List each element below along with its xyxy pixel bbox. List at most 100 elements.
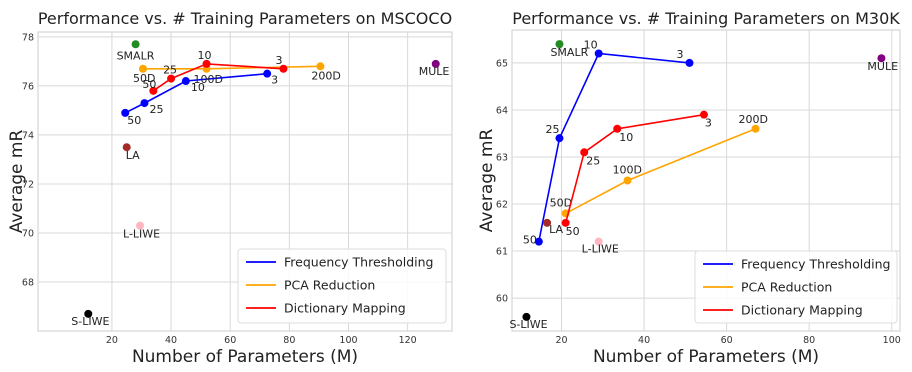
x-tick-label: 80: [283, 335, 295, 346]
data-label: 50D: [133, 72, 155, 85]
data-point: [613, 124, 622, 133]
x-tick-label: 20: [106, 335, 118, 346]
y-tick-label: 62: [496, 200, 508, 211]
baseline-label: MULE: [867, 60, 898, 73]
data-label: 50D: [550, 196, 572, 209]
data-label: 25: [586, 154, 600, 167]
baseline-point: [594, 237, 603, 246]
data-point: [202, 59, 211, 68]
data-point: [140, 99, 149, 108]
y-tick-label: 60: [496, 294, 508, 305]
data-label: 25: [545, 123, 559, 136]
x-tick-label: 60: [224, 335, 236, 346]
data-label: 10: [584, 39, 598, 52]
data-label: 10: [619, 131, 633, 144]
data-point: [561, 218, 570, 227]
baseline-label: L-LIWE: [123, 228, 160, 241]
legend-label: PCA Reduction: [741, 280, 832, 295]
baseline-point: [136, 221, 145, 230]
data-point: [279, 64, 288, 73]
baseline-point: [543, 218, 552, 227]
y-tick-label: 70: [22, 228, 34, 239]
series-line: [152, 63, 284, 92]
data-label: 200D: [311, 69, 340, 82]
baseline-label: S-LIWE: [509, 318, 547, 331]
x-tick-label: 40: [638, 335, 650, 346]
data-label: 100D: [194, 73, 223, 86]
x-tick-label: 100: [339, 335, 357, 346]
data-label: 50: [523, 234, 537, 247]
data-point: [149, 86, 158, 95]
baseline-label: SMALR: [117, 49, 155, 62]
legend-box: [694, 250, 898, 324]
data-label: 3: [275, 54, 282, 67]
y-tick-label: 76: [22, 81, 34, 92]
x-tick-label: 60: [721, 335, 733, 346]
data-point: [623, 176, 632, 185]
x-tick-label: 120: [399, 335, 417, 346]
data-label: 3: [705, 117, 712, 130]
data-point: [555, 134, 564, 143]
series-line: [538, 52, 690, 242]
data-label: 25: [149, 103, 163, 116]
series-line: [564, 113, 705, 224]
data-label: 50: [142, 78, 156, 91]
x-tick-label: 40: [165, 335, 177, 346]
data-point: [138, 64, 147, 73]
data-label: 50: [566, 225, 580, 238]
baseline-label: LA: [549, 223, 563, 236]
data-label: 3: [271, 74, 278, 87]
baseline-label: L-LIWE: [582, 243, 619, 256]
legend-label: PCA Reduction: [284, 278, 375, 293]
data-point: [263, 69, 272, 78]
data-label: 10: [198, 49, 212, 62]
y-tick-label: 63: [496, 152, 508, 163]
x-tick-label: 80: [803, 335, 815, 346]
data-point: [751, 124, 760, 133]
y-axis-label: Average mR: [7, 130, 27, 234]
baseline-point: [522, 312, 531, 321]
chart-title: Performance vs. # Training Parameters on…: [512, 9, 900, 28]
baseline-point: [877, 54, 886, 63]
data-label: 200D: [739, 113, 768, 126]
x-tick-label: 20: [555, 335, 567, 346]
y-tick-label: 68: [22, 277, 34, 288]
baseline-point: [555, 40, 564, 49]
baseline-point: [431, 59, 440, 68]
x-axis-label: Number of Parameters (M): [132, 347, 358, 367]
chart-title: Performance vs. # Training Parameters on…: [38, 9, 452, 28]
legend-label: Dictionary Mapping: [284, 301, 406, 316]
data-point: [594, 49, 603, 58]
y-tick-label: 72: [22, 179, 34, 190]
y-tick-label: 78: [22, 32, 34, 43]
legend-box: [237, 248, 447, 324]
data-point: [699, 110, 708, 119]
legend-label: Frequency Thresholding: [741, 257, 890, 272]
legend-label: Dictionary Mapping: [741, 303, 863, 318]
baseline-label: MULE: [419, 65, 450, 78]
baseline-label: SMALR: [550, 46, 588, 59]
data-label: 50: [127, 114, 141, 127]
y-tick-label: 64: [496, 105, 508, 116]
data-point: [685, 58, 694, 67]
baseline-label: LA: [126, 149, 140, 162]
legend-label: Frequency Thresholding: [284, 255, 433, 270]
y-tick-label: 65: [496, 58, 508, 69]
data-point: [316, 62, 325, 71]
y-tick-label: 61: [496, 247, 508, 258]
x-tick-label: 100: [883, 335, 901, 346]
x-axis-label: Number of Parameters (M): [593, 347, 819, 367]
data-label: 3: [676, 48, 683, 61]
y-axis-label: Average mR: [477, 129, 497, 233]
data-point: [534, 237, 543, 246]
data-point: [181, 77, 190, 86]
data-label: 100D: [613, 164, 642, 177]
baseline-label: S-LIWE: [71, 315, 109, 328]
data-point: [580, 148, 589, 157]
data-point: [167, 74, 176, 83]
data-label: 10: [191, 81, 205, 94]
data-point: [121, 108, 130, 117]
series-line: [124, 72, 268, 114]
